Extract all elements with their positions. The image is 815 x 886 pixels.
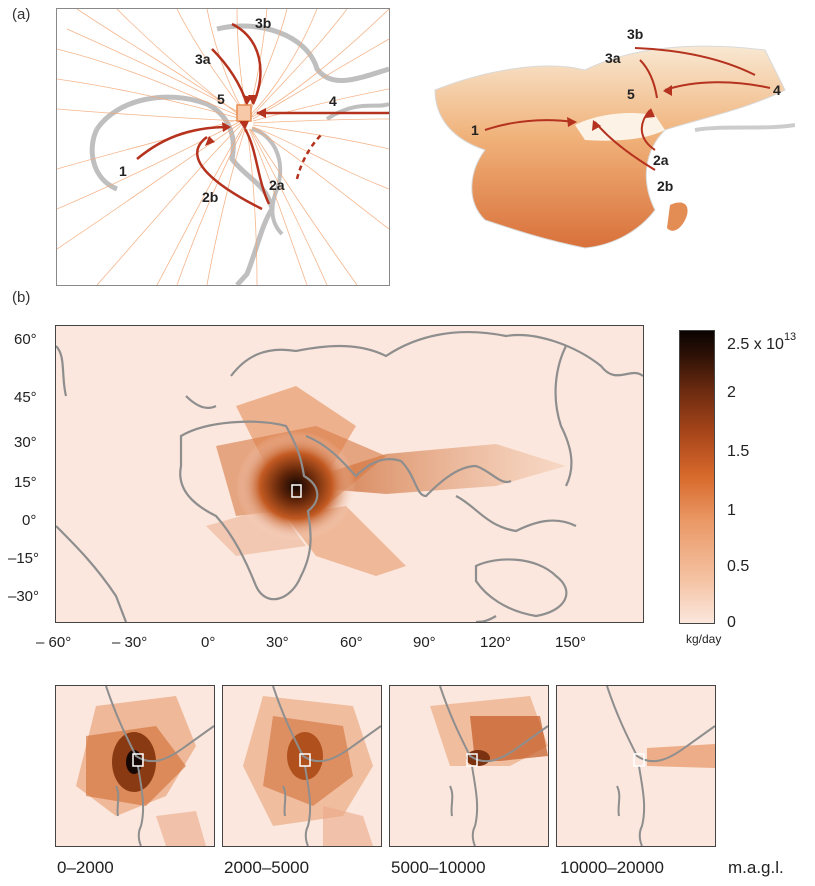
arrow-label-1-left: 1 <box>119 163 127 179</box>
trajectory-map: 3b 3a 5 4 1 2b 2a <box>56 8 390 286</box>
altitude-range-label-1: 0–2000 <box>57 858 114 877</box>
arrow-label-4-left: 4 <box>329 93 337 109</box>
x-tick-120: 120° <box>480 634 512 651</box>
altitude-range-label-2: 2000–5000 <box>224 858 310 877</box>
colorbar-tick-1-5: 1.5 <box>727 443 750 460</box>
altitude-range-label-4: 10000–20000 <box>560 858 665 877</box>
altitude-unit-label: m.a.g.l. <box>728 858 784 877</box>
global-deposition-map <box>55 325 644 623</box>
altitude-panel-10000-20000 <box>556 685 716 847</box>
colorbar-unit: kg/day <box>686 632 722 646</box>
y-tick-60: 60° <box>14 331 37 348</box>
y-tick-minus30: –30° <box>8 588 40 605</box>
colorbar-max-exponent: 13 <box>783 331 797 343</box>
colorbar-tick-0-5: 0.5 <box>727 558 750 575</box>
colorbar-tick-0: 0 <box>727 614 736 631</box>
y-tick-15: 15° <box>14 474 37 491</box>
arrow-label-3a-right: 3a <box>605 50 621 66</box>
arrow-label-3a-left: 3a <box>195 51 211 67</box>
colorbar-tick-2: 2 <box>727 384 736 401</box>
trajectory-map-svg <box>57 9 389 285</box>
y-tick-45: 45° <box>14 389 37 406</box>
altitude-panel-5000-10000 <box>389 685 549 847</box>
x-tick-90: 90° <box>413 634 436 651</box>
y-tick-0: 0° <box>22 512 37 529</box>
arrow-label-3b-right: 3b <box>627 26 644 42</box>
x-tick-0: 0° <box>201 634 216 651</box>
colorbar-tick-1: 1 <box>727 502 736 519</box>
y-tick-30: 30° <box>14 434 37 451</box>
colorbar-max-mantissa: 2.5 x 10 <box>727 336 784 353</box>
arrow-label-2b-right: 2b <box>657 178 674 194</box>
arrow-label-2a-right: 2a <box>653 152 669 168</box>
x-tick-60: 60° <box>340 634 363 651</box>
arrow-label-3b-left: 3b <box>255 15 272 31</box>
altitude-panel-2000-5000 <box>222 685 382 847</box>
x-tick-30: 30° <box>266 634 289 651</box>
arrow-label-5-left: 5 <box>217 91 225 107</box>
terrain-map: 3b 3a 4 5 1 2a 2b <box>425 26 796 260</box>
arrow-label-2a-left: 2a <box>269 177 285 193</box>
colorbar <box>679 330 715 624</box>
arrow-label-4-right: 4 <box>773 82 781 98</box>
arrow-label-5-right: 5 <box>627 86 635 102</box>
altitude-range-label-3: 5000–10000 <box>391 858 486 877</box>
altitude-panel-0-2000 <box>55 685 215 847</box>
arrow-label-2b-left: 2b <box>202 189 219 205</box>
panel-b-label: (b) <box>12 289 31 306</box>
x-tick-150: 150° <box>555 634 587 651</box>
x-tick-minus30: – 30° <box>112 634 148 651</box>
colorbar-max-label: 2.5 x 1013 <box>727 331 796 354</box>
arrow-label-1-right: 1 <box>471 122 479 138</box>
panel-a-label: (a) <box>12 6 31 23</box>
terrain-map-svg <box>434 45 796 249</box>
y-tick-minus15: –15° <box>8 550 40 567</box>
x-tick-minus60: – 60° <box>36 634 72 651</box>
global-map-svg <box>56 330 643 622</box>
